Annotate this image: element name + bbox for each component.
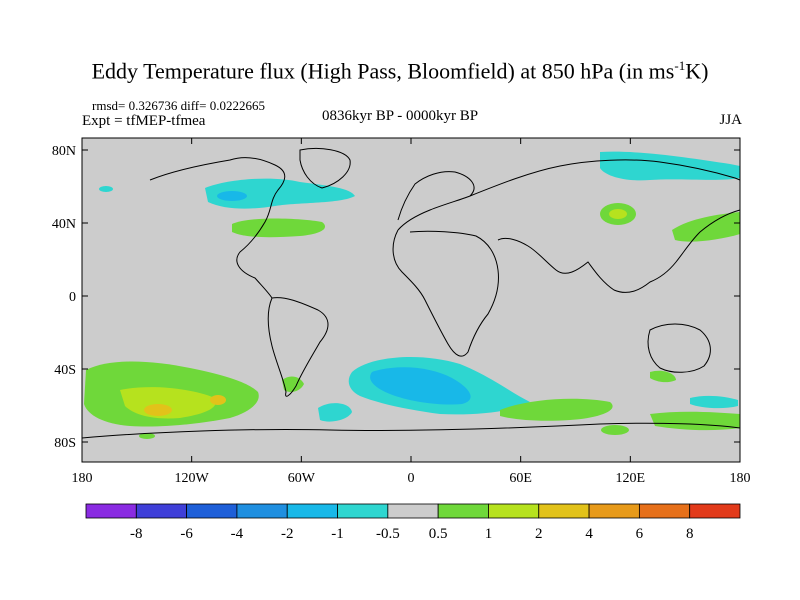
colorbar-label: 4 xyxy=(585,526,593,542)
season-label: JJA xyxy=(719,112,742,128)
colorbar-swatch xyxy=(538,503,590,519)
lat-label: 40S xyxy=(54,363,76,378)
coast-africa xyxy=(392,229,499,357)
lat-label: 80S xyxy=(54,436,76,451)
field-ant-green xyxy=(601,425,629,435)
field-sp-orange xyxy=(144,404,172,416)
lon-label: 60W xyxy=(288,471,316,486)
colorbar-swatch xyxy=(689,503,741,519)
lon-label: 180 xyxy=(72,471,93,486)
colorbar-swatch xyxy=(488,503,540,519)
field-sam-cyan xyxy=(318,403,352,422)
experiment-label: Expt = tfMEP-tfmea xyxy=(82,113,206,129)
colorbar-swatch xyxy=(588,503,640,519)
field-indian-green xyxy=(500,398,613,421)
field-pacific-cyan-small xyxy=(99,186,113,192)
colorbar-label: 8 xyxy=(686,526,694,542)
lon-axis: 180 120W 60W 0 60E 120E 180 xyxy=(72,138,751,486)
field-siberia-cyan xyxy=(600,151,740,181)
colorbar-label: -4 xyxy=(231,526,244,542)
colorbar-swatch xyxy=(437,503,489,519)
field-sw-cyan xyxy=(690,395,738,409)
lon-label: 60E xyxy=(509,471,532,486)
lon-label: 0 xyxy=(408,471,415,486)
lat-label: 0 xyxy=(69,290,76,305)
colorbar-swatch xyxy=(236,503,288,519)
lat-label: 80N xyxy=(52,144,76,159)
field-na-green xyxy=(232,218,326,238)
colorbar-swatch xyxy=(337,503,389,519)
colorbar-label: 6 xyxy=(636,526,644,542)
field-satl-blue xyxy=(370,367,471,405)
lon-label: 120W xyxy=(175,471,210,486)
lon-label: 120E xyxy=(616,471,646,486)
field-aus-green xyxy=(650,370,676,383)
colorbar-swatch xyxy=(85,503,137,519)
map-panel xyxy=(81,137,741,463)
field-sp-yellow xyxy=(120,387,216,419)
colorbar-label: 1 xyxy=(485,526,493,542)
colorbar-label: -0.5 xyxy=(376,526,400,542)
coast-north-america xyxy=(149,157,286,299)
field-na-blue xyxy=(217,191,247,201)
colorbar-swatch xyxy=(286,503,338,519)
lat-axis: 80N 40N 0 40S 80S xyxy=(52,144,740,451)
stats-text: rmsd= 0.326736 diff= 0.0222665 xyxy=(92,98,265,113)
field-sp-orange2 xyxy=(210,395,226,405)
coast-south-america xyxy=(267,297,329,397)
coast-europe xyxy=(397,171,475,231)
colorbar-label: -2 xyxy=(281,526,294,542)
colorbar-swatch xyxy=(638,503,691,519)
lat-label: 40N xyxy=(52,217,76,232)
colorbar: -8 -6 -4 -2 -1 -0.5 0.5 1 2 4 6 8 xyxy=(85,503,741,542)
map-title: Eddy Temperature flux (High Pass, Bloomf… xyxy=(91,58,709,84)
colorbar-swatch xyxy=(387,503,439,519)
period-label: 0836kyr BP - 0000kyr BP xyxy=(322,108,479,124)
coast-antarctica xyxy=(81,422,741,439)
colorbar-swatch xyxy=(186,503,238,519)
colorbar-label: -8 xyxy=(130,526,143,542)
field-asia-yellow xyxy=(609,209,627,219)
coast-australia xyxy=(647,323,711,373)
colorbar-label: -1 xyxy=(331,526,344,542)
colorbar-label: 2 xyxy=(535,526,543,542)
lon-label: 180 xyxy=(730,471,751,486)
coast-asia xyxy=(469,159,741,293)
field-ant-green2 xyxy=(139,433,155,439)
colorbar-label: -6 xyxy=(180,526,193,542)
coast-greenland xyxy=(299,147,351,189)
colorbar-label: 0.5 xyxy=(429,526,448,542)
colorbar-swatch xyxy=(135,503,188,519)
coastlines xyxy=(81,147,741,439)
